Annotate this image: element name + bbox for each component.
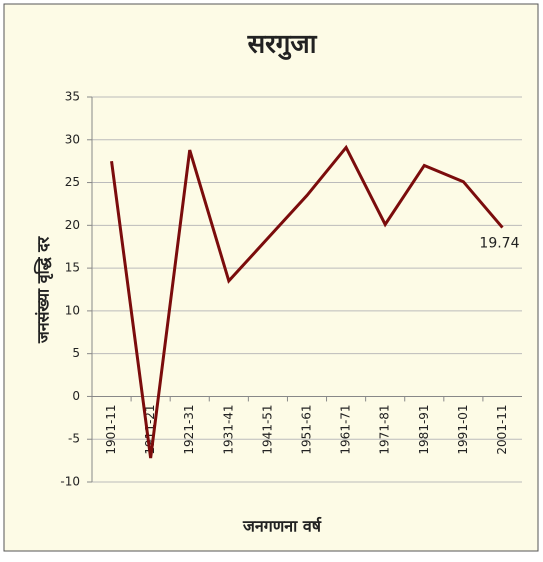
- x-tick-label: 1921-31: [182, 404, 196, 454]
- y-tick-label: -5: [68, 432, 80, 446]
- y-tick-label: 20: [65, 218, 80, 232]
- chart-background: [3, 3, 539, 552]
- x-axis-label: जनगणना वर्ष: [242, 517, 322, 536]
- x-tick-label: 1941-51: [260, 404, 274, 454]
- x-tick-label: 1981-91: [417, 404, 431, 454]
- x-tick-label: 2001-11: [495, 404, 509, 454]
- x-tick-label: 1961-71: [339, 404, 353, 454]
- y-tick-label: -10: [60, 475, 80, 489]
- y-tick-label: 25: [65, 175, 80, 189]
- y-tick-label: 15: [65, 261, 80, 275]
- x-tick-label: 1971-81: [378, 404, 392, 454]
- y-axis-label: जनसंख्या वृद्धि दर: [34, 235, 54, 344]
- x-tick-label: 1991-01: [456, 404, 470, 454]
- line-series: [110, 144, 504, 459]
- x-tick-label: 1931-41: [221, 404, 235, 454]
- y-tick-label: 30: [65, 132, 80, 146]
- y-tick-label: 0: [72, 389, 80, 403]
- y-tick-label: 10: [65, 303, 80, 317]
- chart-title: सरगुजा: [247, 30, 318, 61]
- y-tick-label: 35: [65, 90, 80, 104]
- x-tick-label: 1901-11: [104, 404, 118, 454]
- x-tick-label: 1951-61: [300, 404, 314, 454]
- data-label: 19.74: [479, 236, 519, 252]
- y-tick-label: 5: [72, 346, 80, 360]
